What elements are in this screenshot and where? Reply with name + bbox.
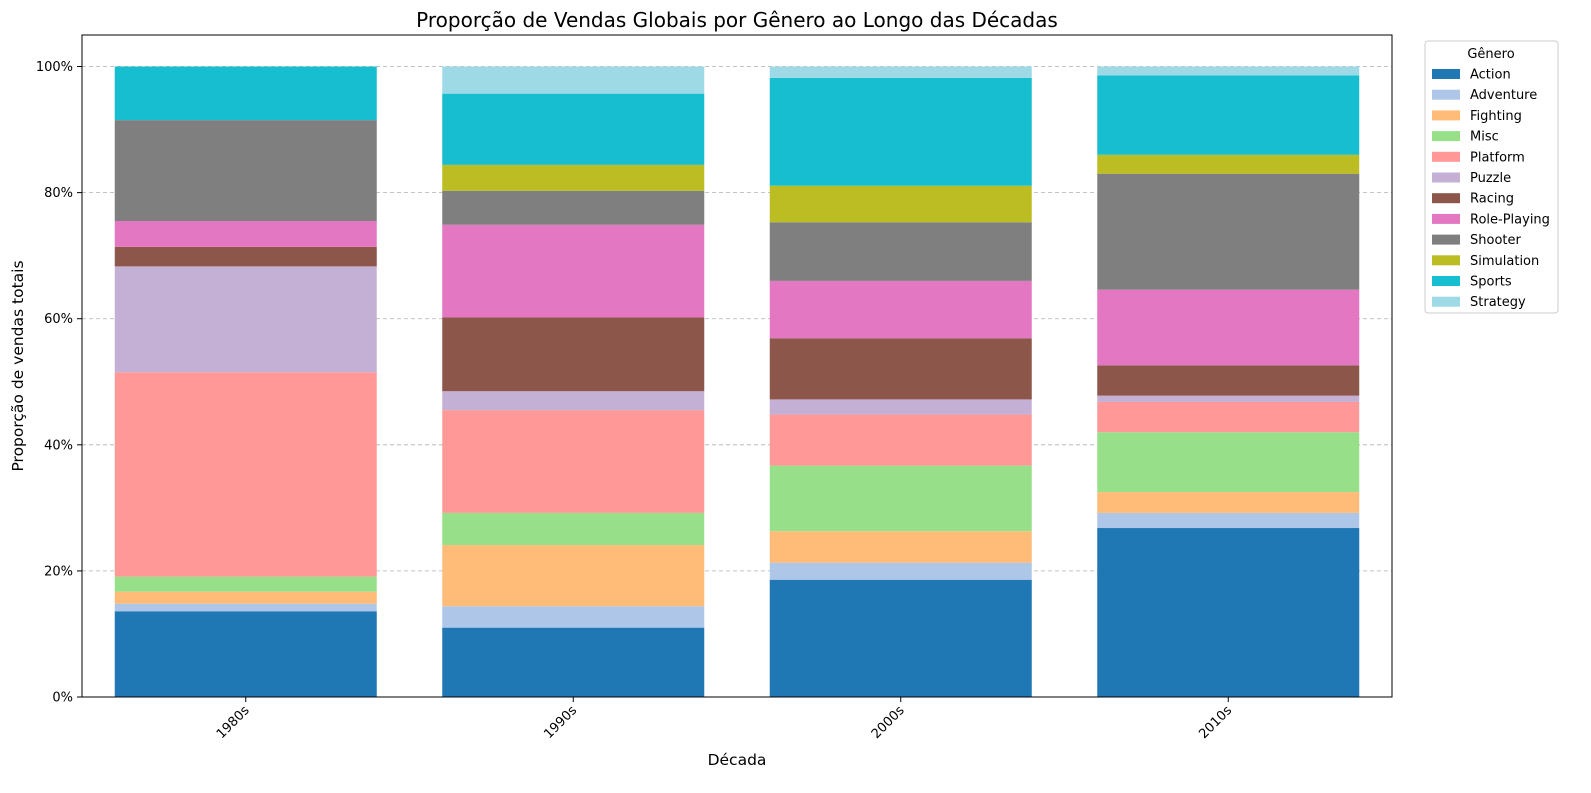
legend-box [1424,40,1559,314]
legend-swatch [1432,213,1460,224]
bar-segment-puzzle-2000s [769,399,1032,415]
bar-segment-action-2000s [769,579,1032,697]
bar-segment-simulation-1990s [442,164,705,191]
bar-segment-puzzle-1990s [442,391,705,411]
legend: Gênero Action Adventure Fighting Misc Platfo… [1424,40,1559,314]
legend-swatch [1432,131,1460,142]
bar-segment-racing-2010s [1097,365,1360,396]
bar-segment-action-2010s [1097,528,1360,697]
legend-swatch [1432,276,1460,286]
bar-segment-simulation-2000s [769,185,1032,223]
plot-frame [81,34,1393,698]
bar-segment-adventure-1980s [114,603,377,612]
legend-swatch [1432,234,1460,245]
y-tick-label: 20% [44,564,73,579]
y-tick-label: 80% [44,186,73,201]
legend-swatch [1432,296,1460,307]
bar-segment-puzzle-2010s [1097,395,1360,402]
bar-segment-platform-1990s [442,410,705,513]
bar-segment-misc-1990s [442,512,705,546]
bar-segment-adventure-2010s [1097,512,1360,529]
legend-swatch [1432,110,1460,121]
bar-segment-strategy-1990s [442,66,705,94]
y-tick-label: 40% [44,438,73,453]
bar-segment-sports-2010s [1097,75,1360,155]
bar-segment-puzzle-1980s [114,266,377,373]
bar-segment-misc-2010s [1097,432,1360,493]
bar-segment-racing-2000s [769,338,1032,400]
legend-label: Racing [1470,192,1514,207]
legend-swatch [1432,69,1460,79]
y-tick-label: 100% [36,60,73,75]
legend-swatch [1432,89,1460,100]
bar-segment-fighting-2010s [1097,492,1360,513]
legend-swatch [1432,193,1460,204]
legend-label: Strategy [1470,295,1526,310]
legend-label: Adventure [1470,88,1537,103]
bar-segment-role-playing-1980s [114,220,377,247]
legend-swatch [1432,172,1460,183]
bar-segment-adventure-2000s [769,562,1032,580]
bar-segment-racing-1980s [114,246,377,267]
bar-segment-racing-1990s [442,317,705,392]
legend-label: Role-Playing [1470,212,1550,227]
bar-segment-sports-1990s [442,93,705,165]
bar-segment-shooter-2000s [769,222,1032,281]
bars [114,66,1360,697]
y-tick-label: 60% [44,312,73,327]
bar-segment-misc-1980s [114,576,377,592]
bar-segment-action-1980s [114,611,377,697]
bar-segment-platform-2010s [1097,401,1360,433]
bar-segment-platform-1980s [114,372,377,577]
x-axis-label: Década [708,751,767,769]
legend-label: Action [1470,68,1511,83]
legend-label: Platform [1470,150,1525,165]
bar-segment-action-1990s [442,627,705,697]
bar-segment-shooter-2010s [1097,173,1360,290]
bar-segment-adventure-1990s [442,606,705,628]
legend-label: Simulation [1470,254,1539,269]
bar-segment-misc-2000s [769,465,1032,532]
bar-segment-role-playing-1990s [442,224,705,318]
bar-segment-fighting-1990s [442,545,705,607]
bar-segment-simulation-2010s [1097,154,1360,174]
bar-segment-platform-2000s [769,414,1032,466]
bar-segment-role-playing-2000s [769,280,1032,339]
legend-swatch [1432,151,1460,162]
bar-segment-fighting-1980s [114,591,377,604]
chart-title: Proporção de Vendas Globais por Gênero a… [416,8,1058,32]
y-axis-label: Proporção de vendas totais [9,260,27,471]
legend-label: Sports [1470,275,1512,290]
bar-segment-strategy-2000s [769,66,1032,78]
legend-label: Shooter [1470,233,1521,248]
legend-label: Puzzle [1470,171,1511,186]
legend-label: Misc [1470,130,1499,145]
legend-label: Fighting [1470,109,1522,124]
bar-segment-sports-1980s [114,66,377,121]
legend-swatch [1432,255,1460,266]
bar-segment-fighting-2000s [769,531,1032,563]
y-axis-ticks: 0% 20% 40% 60% 80% 100% [36,60,82,706]
bar-segment-strategy-2010s [1097,66,1360,76]
bar-segment-shooter-1990s [442,190,705,225]
bar-segment-sports-2000s [769,77,1032,186]
bar-segment-role-playing-2010s [1097,289,1360,366]
legend-title: Gênero [1467,47,1514,62]
bar-segment-shooter-1980s [114,120,377,221]
y-tick-label: 0% [52,691,73,706]
